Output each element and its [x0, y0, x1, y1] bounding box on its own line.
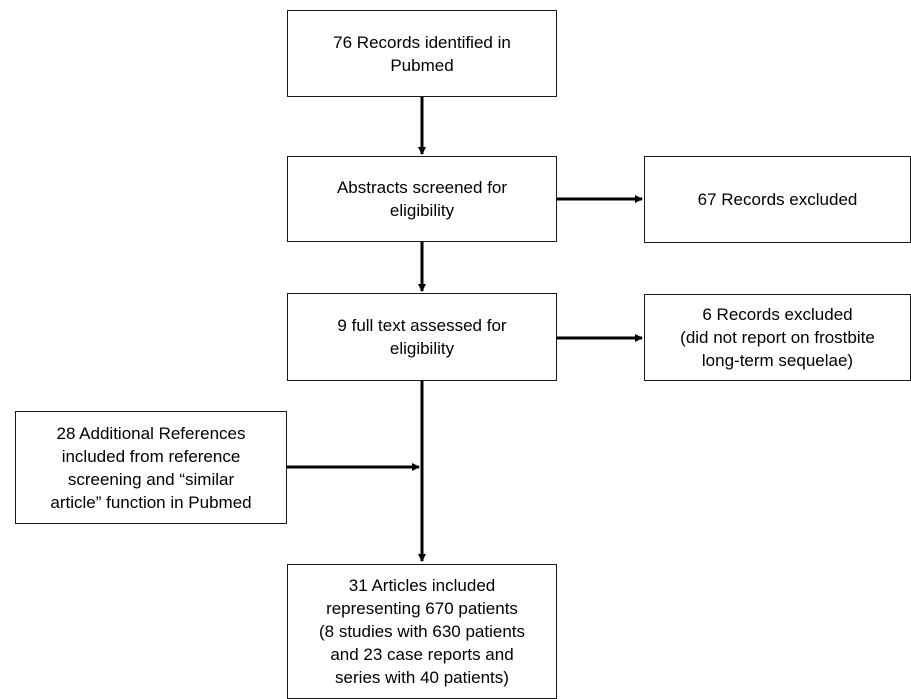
full-text-assessed-box: 9 full text assessed for eligibility: [287, 293, 557, 381]
additional-references-text: 28 Additional References included from r…: [50, 423, 252, 512]
records-excluded-reason-box: 6 Records excluded (did not report on fr…: [644, 294, 911, 381]
records-identified-text: 76 Records identified in Pubmed: [333, 32, 511, 75]
records-excluded-text: 67 Records excluded: [697, 190, 858, 209]
abstracts-screened-box: Abstracts screened for eligibility: [287, 156, 557, 242]
records-excluded-box: 67 Records excluded: [644, 156, 911, 243]
articles-included-box: 31 Articles included representing 670 pa…: [287, 564, 557, 699]
additional-references-box: 28 Additional References included from r…: [15, 411, 287, 524]
records-excluded-reason-text: 6 Records excluded (did not report on fr…: [680, 305, 875, 370]
full-text-assessed-text: 9 full text assessed for eligibility: [337, 316, 507, 358]
records-identified-box: 76 Records identified in Pubmed: [287, 10, 557, 97]
abstracts-screened-text: Abstracts screened for eligibility: [336, 178, 508, 220]
articles-included-text: 31 Articles included representing 670 pa…: [318, 576, 525, 687]
